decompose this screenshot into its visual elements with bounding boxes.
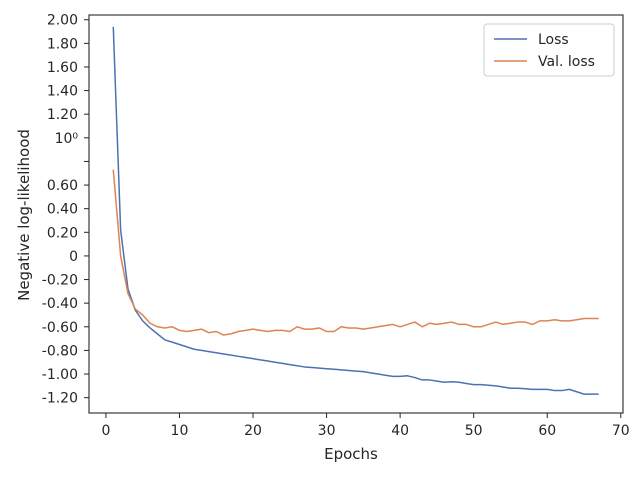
y-tick-label: 0.60 — [47, 178, 78, 194]
x-tick-label: 70 — [612, 423, 630, 439]
legend-label-1: Val. loss — [538, 54, 595, 70]
y-tick-label: 0.20 — [47, 225, 78, 241]
series-line-1 — [112, 169, 599, 336]
legend: Loss Val. loss — [483, 23, 615, 77]
x-axis-label: Epochs — [324, 445, 378, 463]
y-tick-label: 1.80 — [47, 36, 78, 52]
y-tick-label: -0.80 — [42, 343, 78, 359]
x-tick-label: 10 — [171, 423, 189, 439]
plot-frame — [88, 14, 624, 414]
y-tick-label: 1.60 — [47, 60, 78, 76]
y-tick-label: -0.60 — [42, 320, 78, 336]
x-tick-label: 20 — [244, 423, 262, 439]
y-tick-label: -1.20 — [42, 391, 78, 407]
y-axis-label: Negative log-likelihood — [15, 129, 33, 301]
series-line-0 — [112, 26, 599, 395]
y-tick-label: -1.00 — [42, 367, 78, 383]
legend-box — [483, 23, 615, 77]
y-tick-label: -0.40 — [42, 296, 78, 312]
x-axis-ticks: 0 10 20 30 40 50 60 70 — [101, 413, 630, 439]
y-tick-label: 2.00 — [47, 13, 78, 29]
x-tick-label: 0 — [101, 423, 110, 439]
legend-label-0: Loss — [538, 32, 569, 48]
x-tick-label: 60 — [538, 423, 556, 439]
y-tick-label: 0.40 — [47, 202, 78, 218]
y-tick-label: 1.20 — [47, 107, 78, 123]
plot-area — [88, 14, 624, 414]
y-tick-label: 0 — [69, 249, 78, 265]
x-tick-label: 50 — [465, 423, 483, 439]
y-tick-label: -0.20 — [42, 273, 78, 289]
y-axis-ticks: 2.00 1.80 1.60 1.40 1.20 10⁰ 0.60 0.40 0.20 0 -0.2… — [42, 13, 89, 407]
x-tick-label: 40 — [391, 423, 409, 439]
x-tick-label: 30 — [318, 423, 336, 439]
y-tick-label: 1.40 — [47, 84, 78, 100]
y-tick-label: 10⁰ — [55, 131, 79, 147]
